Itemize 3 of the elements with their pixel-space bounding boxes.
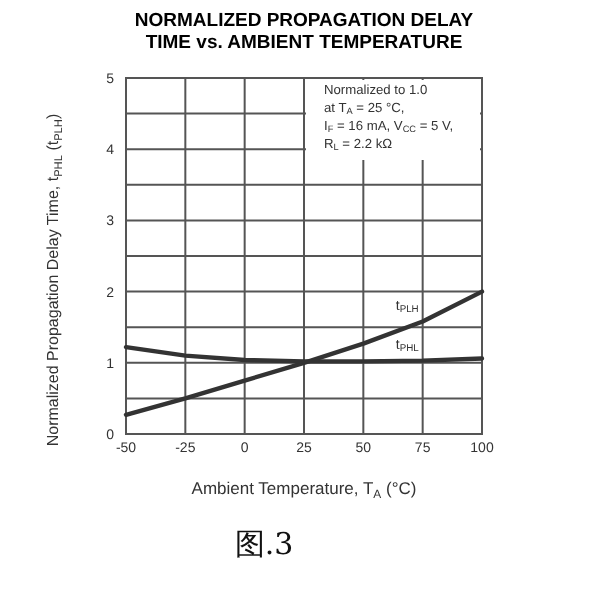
text: 图.3 — [234, 526, 294, 562]
x-axis-title: Ambient Temperature, T$_{A}$ (°C) — [191, 478, 417, 501]
chart-title: NORMALIZED PROPAGATION DELAY TIME vs. AMBIENT TEMPERATURE — [134, 10, 475, 54]
